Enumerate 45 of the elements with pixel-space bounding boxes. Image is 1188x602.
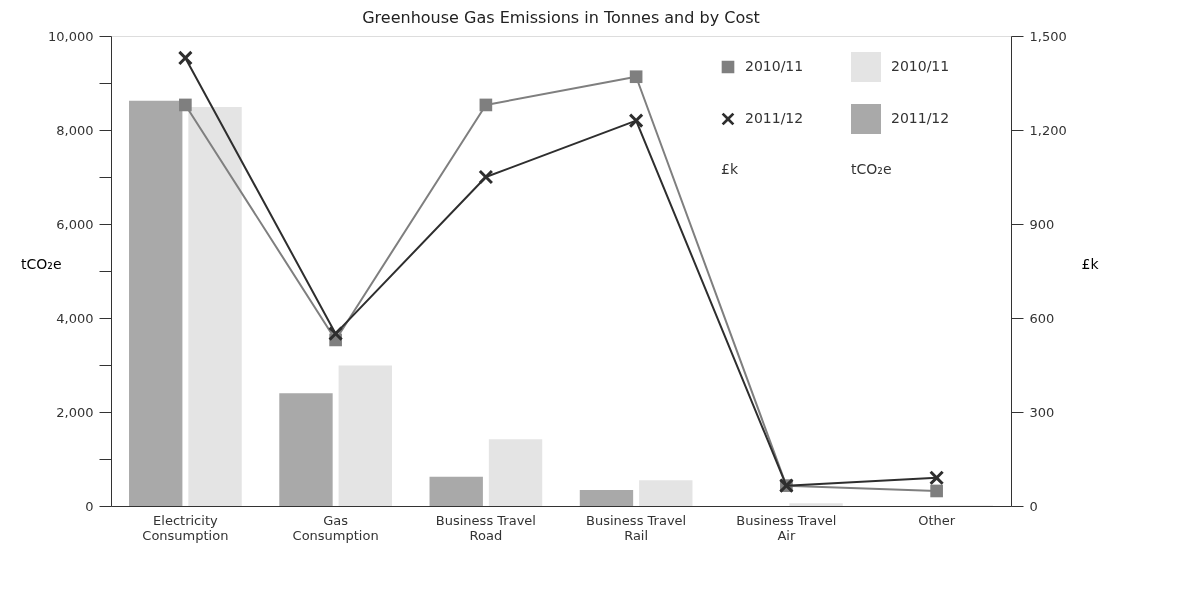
y2-tick-label: 1,500 — [1029, 28, 1067, 44]
x-tick-label: Business Travel Rail — [586, 512, 687, 543]
y-tick-label: 10,000 — [48, 28, 94, 44]
point — [328, 326, 343, 341]
x-tick-label: Gas Consumption — [292, 512, 379, 543]
x-tick-label: Other — [918, 512, 956, 528]
bar — [579, 490, 634, 506]
bar — [279, 393, 333, 506]
annotation: tCO₂e — [851, 161, 892, 177]
point — [629, 113, 644, 128]
annotation: £k — [721, 161, 739, 177]
bar — [639, 480, 693, 506]
y-tick-label: 6,000 — [56, 216, 94, 232]
x-tick-label: Business Travel Air — [736, 512, 837, 543]
legend-label: 2011/12 — [891, 110, 950, 126]
bar — [488, 439, 543, 506]
bar — [188, 106, 242, 506]
x-tick-label: Business Travel Road — [435, 512, 536, 543]
y-tick-label: 8,000 — [56, 122, 94, 138]
y2-tick-label: 1,200 — [1029, 122, 1067, 138]
bar — [129, 100, 183, 506]
point — [178, 50, 193, 65]
bar — [789, 503, 843, 506]
y2-tick-label: 600 — [1029, 310, 1055, 326]
y-axis-title: tCO₂e — [20, 255, 62, 272]
x-tick-label: Electricity Consumption — [142, 512, 229, 543]
y2-axis-title: £k — [1081, 255, 1100, 272]
legend-label: 2011/12 — [745, 110, 804, 126]
y2-tick-label: 0 — [1029, 498, 1038, 514]
legend-label: 2010/11 — [891, 58, 950, 74]
y-tick-label: 0 — [85, 498, 94, 514]
chart-title: Greenhouse Gas Emissions in Tonnes and by Cost — [362, 8, 760, 27]
y2-tick-label: 900 — [1029, 216, 1055, 232]
point — [629, 70, 643, 84]
bar — [338, 365, 392, 506]
point — [929, 470, 944, 485]
legend-label: 2010/11 — [745, 58, 804, 74]
y2-tick-label: 300 — [1029, 404, 1055, 420]
point — [478, 169, 493, 185]
y-tick-label: 4,000 — [56, 310, 94, 326]
bar — [429, 476, 483, 506]
point — [179, 98, 192, 112]
point — [930, 484, 943, 498]
point — [479, 98, 493, 112]
y-tick-label: 2,000 — [56, 404, 94, 420]
